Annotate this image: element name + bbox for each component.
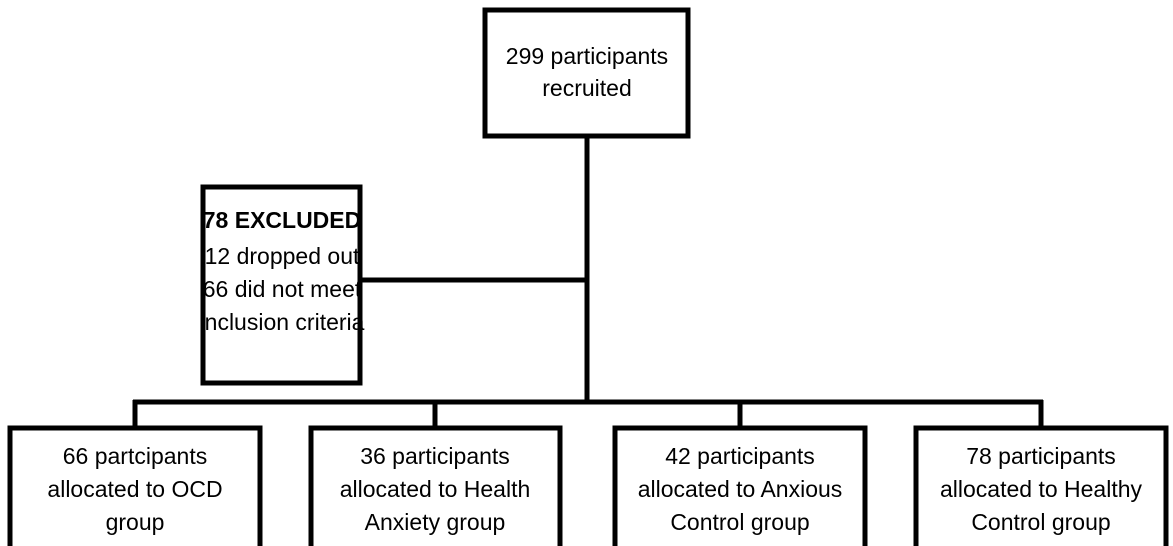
node-text: 78 EXCLUDED <box>203 207 361 233</box>
node-text: Control group <box>670 509 809 535</box>
node-text: Anxiety group <box>365 509 506 535</box>
node-text: 36 participants <box>360 443 510 469</box>
node-text: Control group <box>971 509 1110 535</box>
node-text: group <box>106 509 165 535</box>
node-text: 299 participants <box>506 43 668 69</box>
node-text: 12 dropped out <box>205 243 360 269</box>
node-text: 66 partcipants <box>63 443 207 469</box>
group-box <box>913 425 1169 546</box>
node-text: 42 participants <box>665 443 815 469</box>
group-box <box>612 425 868 546</box>
node-text: recruited <box>542 75 631 101</box>
group-box <box>308 425 563 546</box>
recruited-box <box>482 7 691 139</box>
node-text: allocated to OCD <box>47 476 222 502</box>
excluded-box <box>200 184 363 386</box>
node-text: 78 participants <box>966 443 1116 469</box>
node-text: inclusion criteria <box>200 309 365 335</box>
node-text: allocated to Health <box>340 476 531 502</box>
node-text: 66 did not meet <box>203 276 362 302</box>
node-text: allocated to Healthy <box>940 476 1143 502</box>
group-box <box>7 425 263 546</box>
node-text: allocated to Anxious <box>638 476 843 502</box>
